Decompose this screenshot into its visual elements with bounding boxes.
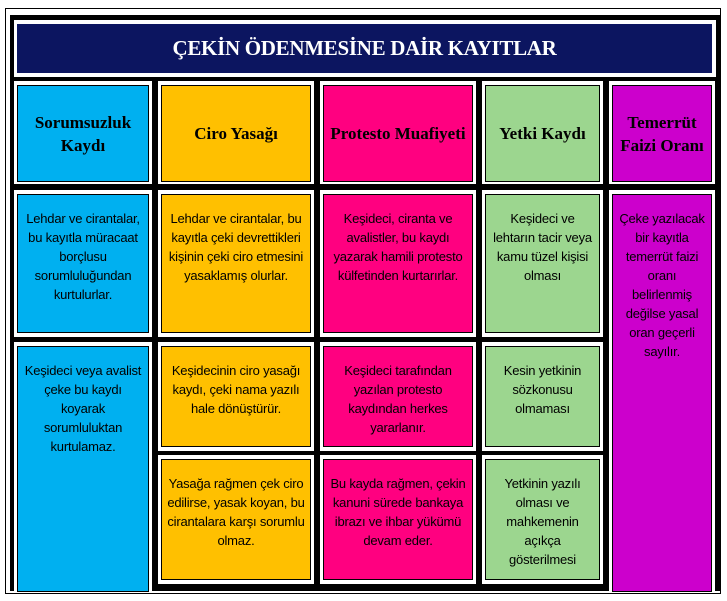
cell-ciro-yasagi-3: Yasağa rağmen çek ciro edilirse, yasak k… — [161, 459, 311, 580]
cell-yetki-kaydi-1: Keşideci ve lehtarın tacir veya kamu tüz… — [485, 194, 600, 333]
cell-yetki-kaydi-3: Yetkinin yazılı olması ve mahkemenin açı… — [485, 459, 600, 580]
column-header-ciro-yasagi: Ciro Yasağı — [161, 85, 311, 182]
cell-protesto-muafiyeti-1: Keşideci, ciranta ve avalistler, bu kayd… — [323, 194, 473, 333]
cell-yetki-kaydi-2: Kesin yetkinin sözkonusu olmaması — [485, 346, 600, 447]
cell-sorumsuzluk-2: Keşideci veya avalist çeke bu kaydı koya… — [17, 346, 149, 592]
column-header-sorumsuzluk: Sorumsuzluk Kaydı — [17, 85, 149, 182]
outer-border — [5, 8, 721, 594]
column-header-protesto-muafiyeti: Protesto Muafiyeti — [323, 85, 473, 182]
cell-protesto-muafiyeti-2: Keşideci tarafından yazılan protesto kay… — [323, 346, 473, 447]
cell-protesto-muafiyeti-3: Bu kayda rağmen, çekin kanuni sürede ban… — [323, 459, 473, 580]
cell-ciro-yasagi-1: Lehdar ve cirantalar, bu kayıtla çeki de… — [161, 194, 311, 333]
cell-sorumsuzluk-1: Lehdar ve cirantalar, bu kayıtla müracaa… — [17, 194, 149, 333]
cell-temerrut-faizi-1: Çeke yazılacak bir kayıtla temerrüt faiz… — [612, 194, 712, 592]
column-header-temerrut-faizi: Temerrüt Faizi Oranı — [612, 85, 712, 182]
cell-ciro-yasagi-2: Keşidecinin ciro yasağı kaydı, çeki nama… — [161, 346, 311, 447]
column-header-yetki-kaydi: Yetki Kaydı — [485, 85, 600, 182]
page-title: ÇEKİN ÖDENMESİNE DAİR KAYITLAR — [17, 24, 712, 73]
